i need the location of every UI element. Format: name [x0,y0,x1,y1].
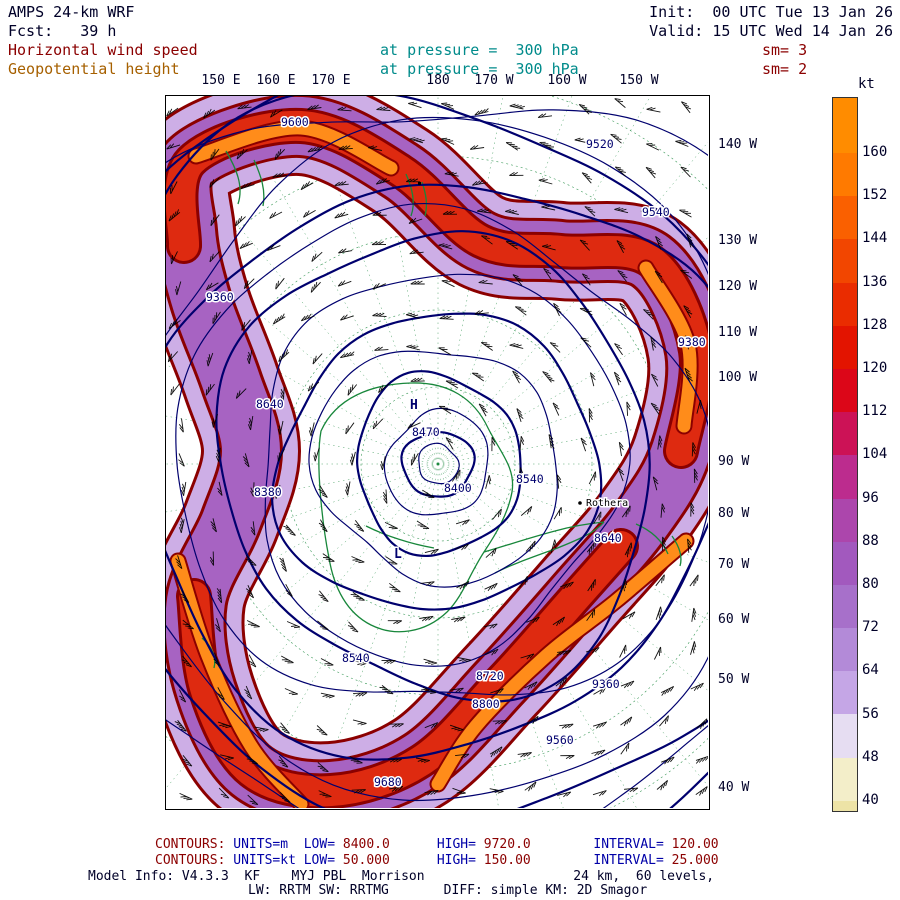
colorbar-segment [833,98,857,153]
height-contour-label: 9560 [546,733,574,747]
map-canvas: 9600 9520 9540 9360 9380 8640 8380 8400 8540 8640… [166,96,708,808]
right-axis-label: 60 W [718,612,750,627]
colorbar-tick-label: 104 [862,446,888,463]
top-axis-label: 150 W [619,73,659,88]
colorbar-segment [833,282,857,326]
pressure-center-symbol: H [410,398,418,413]
colorbar-tick-label: 128 [862,316,888,333]
wind-speed-shading [166,96,708,808]
map-labels: 9600 9520 9540 9360 9380 8640 8380 8400 8540 8640… [205,114,708,791]
top-axis-label: 160 W [547,73,587,88]
height-contour-label: 8540 [516,472,544,486]
pressure-center-value: 8470 [412,425,440,439]
colorbar-unit-label: kt [858,76,875,92]
forecast-hour-label: Fcst: 39 h [8,22,117,40]
colorbar-segment [833,800,857,811]
colorbar-segment [833,757,857,801]
height-contour-label: 8640 [256,397,284,411]
station-label: Rothera [586,498,628,509]
height-contour-label: 9360 [592,677,620,691]
colorbar-tick-label: 112 [862,403,888,420]
height-contour-label: 9600 [281,115,309,129]
colorbar-tick-label: 56 [862,705,879,722]
height-contour-label: 9360 [206,290,234,304]
colorbar-segment [833,498,857,542]
footer-line-4: LW: RRTM SW: RRTMG DIFF: simple KM: 2D S… [248,883,648,898]
height-contour-label: 8400 [444,481,472,495]
init-time-label: Init: 00 UTC Tue 13 Jan 26 [649,3,893,21]
height-contour-label: 9540 [642,205,670,219]
field2-pressure: at pressure = 300 hPa [380,60,579,78]
colorbar-segment [833,196,857,240]
colorbar-tick-label: 72 [862,619,879,636]
top-axis-label: 170 W [474,73,514,88]
colorbar-tick-label: 152 [862,187,888,204]
colorbar-segment [833,239,857,283]
colorbar-tick-label: 48 [862,748,879,765]
colorbar-segment [833,153,857,197]
colorbar-tick-label: 40 [862,792,879,808]
height-contour-label: 8720 [476,669,504,683]
right-axis-label: 100 W [718,370,758,385]
footer-line-2: CONTOURS: UNITS=kt LOW= 50.000 HIGH= 150… [155,853,719,868]
colorbar-tick-label: 80 [862,576,879,592]
right-axis-label: 90 W [718,454,750,469]
colorbar-tick-label: 160 [862,144,888,160]
model-title: AMPS 24-km WRF [8,3,135,21]
field1-smoothing: sm= 3 [762,41,808,59]
colorbar-segment [833,628,857,672]
colorbar-tick-label: 64 [862,662,879,679]
colorbar-segment [833,584,857,629]
colorbar-segment [833,368,857,413]
colorbar-tick-label: 88 [862,532,879,549]
colorbar-tick-label: 144 [862,230,888,247]
colorbar-segment [833,325,857,369]
right-axis-label: 80 W [718,506,750,521]
field2-name: Geopotential height [8,60,180,78]
valid-time-label: Valid: 15 UTC Wed 14 Jan 26 [649,22,893,40]
wind-speed-colorbar [832,97,858,812]
colorbar-segment [833,455,857,499]
wind-barbs [166,98,708,806]
field2-smoothing: sm= 2 [762,60,808,78]
pressure-center-symbol: L [394,547,402,562]
coastlines [201,150,682,669]
footer-line-3: Model Info: V4.3.3 KF MYJ PBL Morrison 2… [88,869,715,884]
right-axis-label: 130 W [718,233,758,248]
colorbar-tick-label: 96 [862,489,879,506]
right-axis-label: 110 W [718,325,758,340]
height-contour-label: 8640 [594,531,622,545]
top-axis-label: 160 E [256,73,296,88]
height-contour-label: 9380 [678,335,706,349]
colorbar-segment [833,671,857,715]
colorbar-segment [833,412,857,456]
right-axis-label: 120 W [718,279,758,294]
height-contour-label: 9680 [374,775,402,789]
height-contour-label: 8800 [472,697,500,711]
colorbar-segment [833,541,857,585]
right-axis-label: 50 W [718,672,750,687]
colorbar-segment [833,714,857,758]
top-axis-label: 150 E [201,73,241,88]
top-axis-label: 180 [426,73,450,88]
height-contours [166,96,708,808]
colorbar-tick-label: 120 [862,360,888,376]
top-axis-label: 170 E [311,73,351,88]
height-contour-label: 8380 [254,485,282,499]
right-axis-label: 140 W [718,137,758,152]
field1-name: Horizontal wind speed [8,41,198,59]
map-marker [418,182,421,185]
colorbar-tick-label: 136 [862,273,888,290]
right-axis-label: 70 W [718,557,750,572]
station-marker [578,501,582,505]
footer-line-1: CONTOURS: UNITS=m LOW= 8400.0 HIGH= 9720… [155,837,719,852]
height-contour-label: 9520 [586,137,614,151]
map-frame: 9600 9520 9540 9360 9380 8640 8380 8400 8540 8640… [165,95,710,810]
right-axis-label: 40 W [718,780,750,795]
field1-pressure: at pressure = 300 hPa [380,41,579,59]
height-contour-label: 8540 [342,651,370,665]
